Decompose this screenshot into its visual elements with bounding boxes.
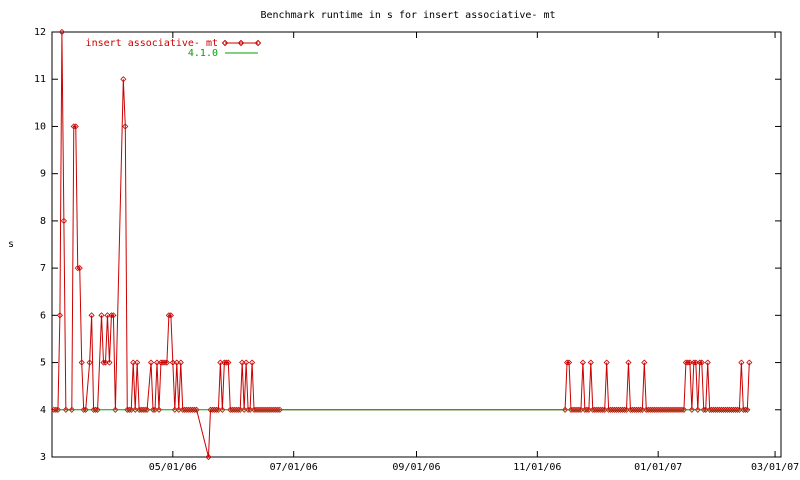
data-point xyxy=(88,312,95,319)
data-point xyxy=(641,359,648,366)
data-point xyxy=(134,359,141,366)
y-tick-label: 8 xyxy=(40,216,46,227)
y-tick-label: 6 xyxy=(40,310,46,321)
data-point xyxy=(563,359,571,366)
legend-marker xyxy=(221,39,229,47)
y-tick-label: 7 xyxy=(40,263,46,274)
data-point xyxy=(106,359,113,366)
data-point xyxy=(102,359,109,366)
data-point xyxy=(110,312,117,319)
legend-marker xyxy=(254,39,262,47)
data-point xyxy=(744,406,751,413)
data-point xyxy=(692,359,699,366)
data-point xyxy=(746,359,753,366)
data-point xyxy=(704,359,711,366)
data-point xyxy=(60,217,67,224)
data-point xyxy=(161,359,168,366)
data-point xyxy=(159,359,167,366)
data-point xyxy=(249,359,256,366)
legend-marker xyxy=(237,39,245,47)
data-point xyxy=(70,123,77,130)
data-point xyxy=(86,359,93,366)
legend-label: insert associative- mt xyxy=(86,38,218,49)
data-point xyxy=(579,359,586,366)
data-point xyxy=(165,312,172,319)
data-point xyxy=(58,28,65,36)
y-tick-label: 12 xyxy=(34,27,46,38)
y-tick-label: 9 xyxy=(40,169,46,180)
data-point xyxy=(167,312,174,319)
data-point xyxy=(98,312,105,319)
data-point xyxy=(221,359,228,366)
y-tick-label: 5 xyxy=(40,358,46,369)
data-point xyxy=(56,312,63,319)
data-point xyxy=(72,123,79,130)
x-tick-label: 09/01/06 xyxy=(392,462,440,473)
data-point xyxy=(177,359,184,366)
data-point xyxy=(147,359,155,366)
data-point xyxy=(698,359,705,366)
x-tick-label: 03/01/07 xyxy=(751,462,799,473)
x-tick-label: 07/01/06 xyxy=(270,462,318,473)
data-point xyxy=(120,76,127,83)
data-point xyxy=(74,265,81,272)
data-point xyxy=(565,359,573,366)
data-point xyxy=(625,359,632,366)
y-axis-label: s xyxy=(8,239,14,250)
data-point xyxy=(157,359,165,366)
data-point xyxy=(690,359,697,366)
data-point xyxy=(239,359,246,366)
data-point xyxy=(100,359,107,366)
x-tick-label: 11/01/06 xyxy=(513,462,561,473)
data-point xyxy=(738,359,745,366)
x-tick-label: 05/01/06 xyxy=(149,462,197,473)
data-point xyxy=(163,359,170,366)
y-tick-label: 4 xyxy=(40,405,46,416)
data-point xyxy=(603,359,610,366)
data-point xyxy=(76,265,83,272)
data-point xyxy=(104,312,111,319)
data-point xyxy=(587,359,594,366)
data-point xyxy=(130,359,137,366)
data-point xyxy=(223,359,230,366)
chart-title: Benchmark runtime in s for insert associ… xyxy=(260,10,555,21)
data-point xyxy=(684,359,691,366)
y-tick-label: 3 xyxy=(40,452,46,463)
y-tick-label: 10 xyxy=(34,121,46,132)
data-point xyxy=(217,359,224,366)
data-point xyxy=(153,359,161,366)
legend-label: 4.1.0 xyxy=(188,48,218,59)
data-point xyxy=(686,359,693,366)
data-point xyxy=(243,359,250,366)
data-point xyxy=(122,123,129,130)
data-point xyxy=(696,359,703,366)
data-point xyxy=(108,312,115,319)
x-tick-label: 01/01/07 xyxy=(634,462,682,473)
data-point xyxy=(682,359,689,366)
data-point xyxy=(173,359,180,366)
plot-frame xyxy=(51,31,782,458)
data-point xyxy=(169,359,176,366)
y-tick-label: 11 xyxy=(34,74,46,85)
data-point xyxy=(225,359,232,366)
data-line xyxy=(53,31,750,458)
data-point xyxy=(205,453,212,461)
data-point xyxy=(78,359,85,366)
